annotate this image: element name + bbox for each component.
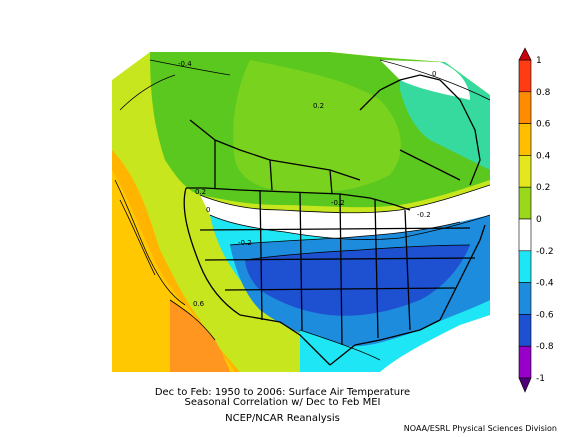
colorbar-segment [518, 91, 532, 124]
colorbar-tick-label: 0.2 [536, 183, 550, 193]
credit-line: NOAA/ESRL Physical Sciences Division [403, 424, 557, 433]
political-boundaries [183, 74, 486, 366]
contour-label: -0.4 [178, 60, 192, 68]
colorbar-tick-label: 0.4 [536, 151, 551, 161]
colorbar-segment [518, 314, 532, 347]
colorbar-tick-label: 1 [536, 56, 542, 66]
colorbar-min-arrow [518, 377, 532, 393]
colorbar-segment [518, 218, 532, 252]
contour-label-group: -0.4 0 0.2 -0.2 0 -0.2 -0.2 0.2 0.6 [178, 60, 436, 308]
caption-subtitle: Seasonal Correlation w/ Dec to Feb MEI [184, 397, 381, 408]
caption-title: Dec to Feb: 1950 to 2006: Surface Air Te… [154, 387, 411, 398]
contour-label: 0.6 [193, 300, 205, 308]
contour-label: 0 [206, 206, 210, 214]
contour-label: -0.2 [331, 199, 345, 207]
colorbar-tick-label: 0 [536, 215, 542, 225]
colorbar: 1 0.8 0.6 0.4 0.2 0 -0.2 -0.4 -0.6 -0.8 -1 [518, 47, 554, 393]
colorbar-segment [518, 59, 532, 93]
caption-source: NCEP/NCAR Reanalysis [225, 413, 340, 424]
colorbar-tick-label: -1 [536, 374, 545, 384]
colorbar-tick-label: -0.6 [536, 310, 554, 320]
colorbar-tick-label: -0.2 [536, 247, 554, 257]
colorbar-segment [518, 186, 532, 220]
colorbar-tick-label: 0.8 [536, 88, 551, 98]
colorbar-segment [518, 123, 532, 156]
colorbar-max-arrow [518, 47, 532, 61]
colorbar-segment [518, 250, 532, 283]
colorbar-segment [518, 155, 532, 188]
colorbar-segment [518, 282, 532, 315]
colorbar-tick-label: 0.6 [536, 120, 551, 130]
contour-label: -0.2 [417, 211, 431, 219]
contour-label: 0.2 [195, 188, 206, 196]
colorbar-segment [518, 345, 532, 379]
contour-label: 0 [432, 70, 436, 78]
contour-label: -0.2 [238, 239, 252, 247]
colorbar-tick-label: -0.4 [536, 279, 554, 289]
colorbar-tick-label: -0.8 [536, 342, 554, 352]
contour-label: 0.2 [313, 102, 324, 110]
